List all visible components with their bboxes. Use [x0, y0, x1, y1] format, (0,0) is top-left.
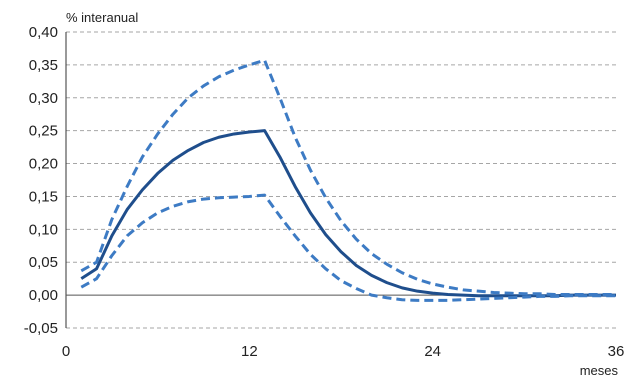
x-tick-label: 12 — [241, 343, 258, 360]
x-tick-label: 36 — [608, 343, 625, 360]
y-tick-label: 0,40 — [29, 24, 58, 41]
y-tick-labels: 0,40 0,35 0,30 0,25 0,20 0,15 0,10 0,05 0,00 -0,0… — [24, 24, 58, 337]
series-layer — [80, 58, 616, 302]
central-line — [80, 129, 616, 298]
x-axis-title: meses — [580, 363, 619, 378]
y-tick-label: 0,25 — [29, 123, 58, 140]
y-axis-title: % interanual — [66, 10, 138, 25]
y-tick-label: 0,35 — [29, 57, 58, 74]
band-line-2 — [80, 193, 616, 302]
band-line-1 — [80, 58, 616, 296]
y-tick-label: 0,30 — [29, 90, 58, 107]
gridlines — [66, 31, 616, 329]
y-tick-label: 0,00 — [29, 287, 58, 304]
y-tick-label: 0,05 — [29, 254, 58, 271]
x-tick-label: 0 — [62, 343, 70, 360]
y-tick-label: 0,20 — [29, 156, 58, 173]
y-tick-label: 0,10 — [29, 221, 58, 238]
y-tick-label: 0,15 — [29, 188, 58, 205]
y-tick-label: -0,05 — [24, 320, 58, 337]
x-tick-labels: 0 12 24 36 — [62, 343, 625, 360]
x-tick-label: 24 — [424, 343, 441, 360]
